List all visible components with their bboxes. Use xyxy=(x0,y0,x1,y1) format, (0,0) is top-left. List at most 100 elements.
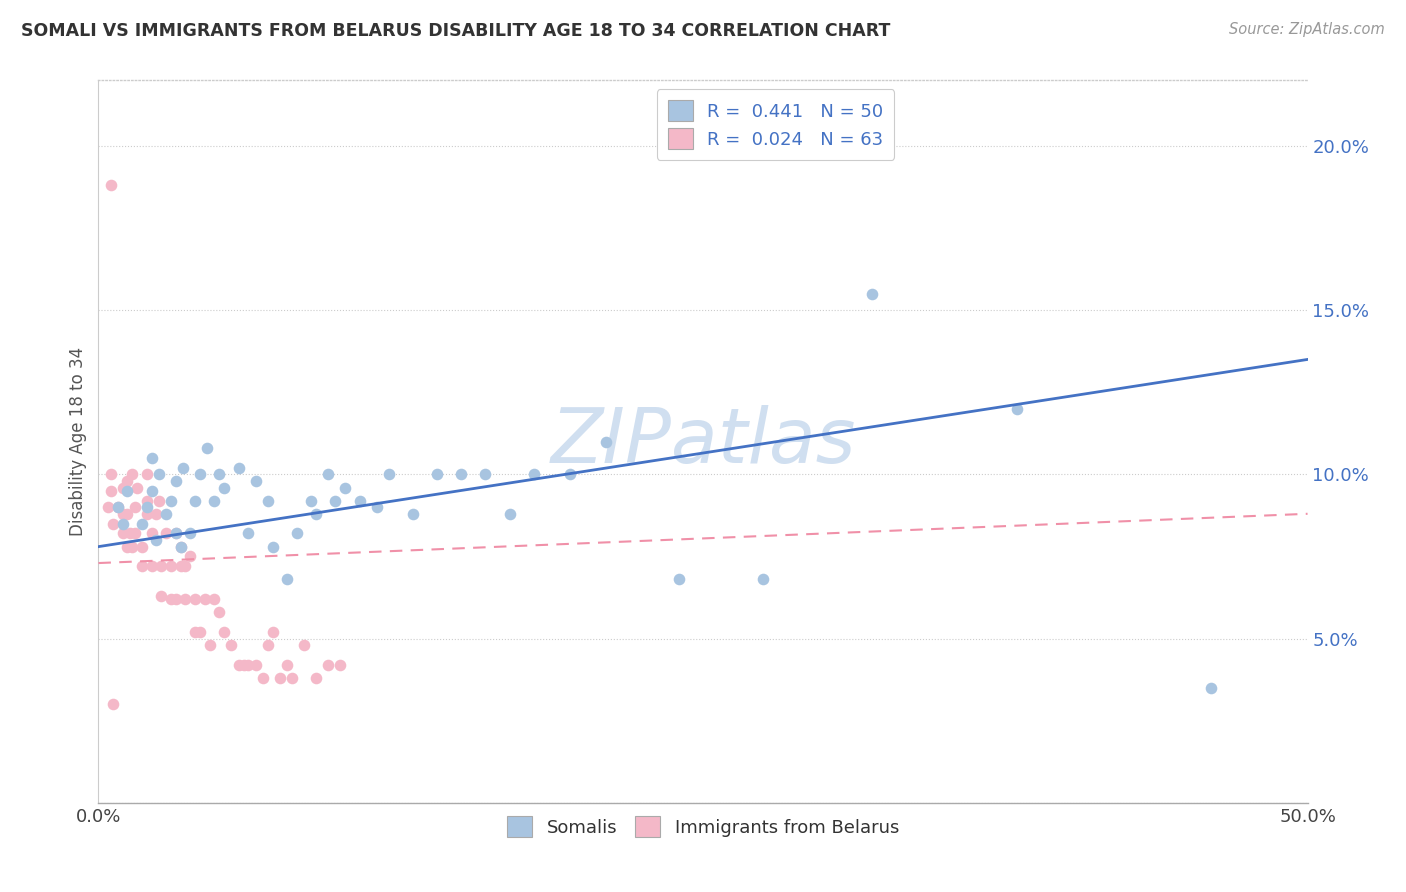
Point xyxy=(169,559,191,574)
Point xyxy=(184,493,207,508)
Point xyxy=(165,474,187,488)
Point xyxy=(111,526,134,541)
Point xyxy=(131,516,153,531)
Point xyxy=(188,467,211,482)
Point xyxy=(148,467,170,482)
Point xyxy=(269,671,291,685)
Point xyxy=(276,657,298,672)
Legend: Somalis, Immigrants from Belarus: Somalis, Immigrants from Belarus xyxy=(499,809,907,845)
Point xyxy=(124,500,146,515)
Point xyxy=(329,657,352,672)
Point xyxy=(198,638,221,652)
Point xyxy=(208,605,231,619)
Point xyxy=(316,467,339,482)
Point xyxy=(150,589,173,603)
Point xyxy=(172,460,194,475)
Point xyxy=(184,592,207,607)
Point xyxy=(349,493,371,508)
Point xyxy=(107,500,129,515)
Point xyxy=(262,540,284,554)
Point xyxy=(1199,681,1222,695)
Point xyxy=(131,559,153,574)
Point xyxy=(165,526,187,541)
Point xyxy=(124,526,146,541)
Point xyxy=(135,507,157,521)
Point xyxy=(117,483,139,498)
Point xyxy=(155,526,177,541)
Point xyxy=(135,467,157,482)
Point xyxy=(100,483,122,498)
Point xyxy=(148,493,170,508)
Point xyxy=(256,493,278,508)
Point xyxy=(141,559,163,574)
Point xyxy=(141,483,163,498)
Point xyxy=(174,592,197,607)
Point xyxy=(558,467,581,482)
Point xyxy=(169,540,191,554)
Point xyxy=(135,493,157,508)
Point xyxy=(131,540,153,554)
Point xyxy=(333,481,356,495)
Point xyxy=(238,526,260,541)
Point xyxy=(117,507,139,521)
Point xyxy=(165,526,187,541)
Point xyxy=(160,493,183,508)
Point xyxy=(377,467,399,482)
Point xyxy=(121,467,143,482)
Point xyxy=(262,625,284,640)
Point xyxy=(232,657,254,672)
Point xyxy=(299,493,322,508)
Y-axis label: Disability Age 18 to 34: Disability Age 18 to 34 xyxy=(69,347,87,536)
Point xyxy=(174,559,197,574)
Point xyxy=(111,481,134,495)
Point xyxy=(285,526,308,541)
Point xyxy=(100,178,122,193)
Point xyxy=(245,474,267,488)
Point xyxy=(100,467,122,482)
Point xyxy=(595,434,617,449)
Point xyxy=(160,592,183,607)
Point xyxy=(145,533,167,547)
Point xyxy=(208,467,231,482)
Point xyxy=(194,592,217,607)
Text: ZIPatlas: ZIPatlas xyxy=(550,405,856,478)
Point xyxy=(145,507,167,521)
Point xyxy=(141,526,163,541)
Point xyxy=(117,540,139,554)
Point xyxy=(426,467,449,482)
Point xyxy=(179,526,201,541)
Point xyxy=(523,467,546,482)
Point xyxy=(160,559,183,574)
Point xyxy=(204,592,226,607)
Point xyxy=(305,671,328,685)
Point xyxy=(305,507,328,521)
Point xyxy=(316,657,339,672)
Point xyxy=(195,441,218,455)
Point xyxy=(366,500,388,515)
Point xyxy=(184,625,207,640)
Point xyxy=(238,657,260,672)
Point xyxy=(752,573,775,587)
Point xyxy=(111,507,134,521)
Point xyxy=(101,698,124,712)
Point xyxy=(169,540,191,554)
Point xyxy=(668,573,690,587)
Point xyxy=(101,516,124,531)
Point xyxy=(165,592,187,607)
Point xyxy=(498,507,520,521)
Point xyxy=(245,657,267,672)
Point xyxy=(325,493,347,508)
Point xyxy=(179,549,201,564)
Point xyxy=(212,481,235,495)
Text: Source: ZipAtlas.com: Source: ZipAtlas.com xyxy=(1229,22,1385,37)
Point xyxy=(204,493,226,508)
Point xyxy=(474,467,496,482)
Point xyxy=(188,625,211,640)
Point xyxy=(256,638,278,652)
Point xyxy=(121,540,143,554)
Point xyxy=(127,481,149,495)
Point xyxy=(228,657,250,672)
Point xyxy=(402,507,425,521)
Point xyxy=(111,516,134,531)
Point xyxy=(1007,401,1029,416)
